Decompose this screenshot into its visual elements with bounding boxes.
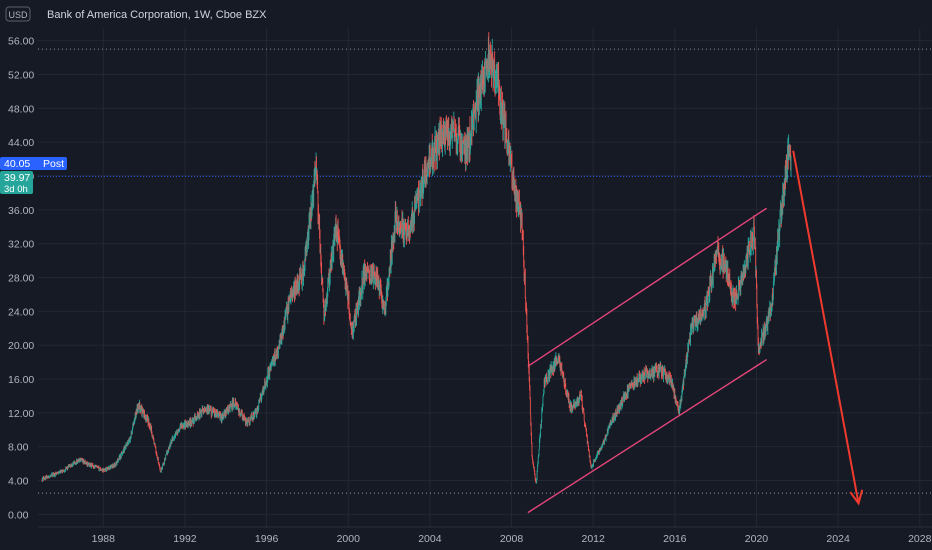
x-tick-label: 2016 — [663, 533, 687, 545]
forecast-arrow-head[interactable] — [849, 489, 864, 506]
y-tick-label: 32.00 — [8, 239, 34, 251]
channel-lower-trendline[interactable] — [527, 358, 768, 514]
post-price-label — [0, 157, 67, 170]
y-tick-label: 4.00 — [8, 475, 29, 487]
post-tag: Post — [43, 158, 64, 170]
reference-lines — [38, 48, 932, 494]
y-tick-label: 12.00 — [8, 408, 34, 420]
y-tick-label: 52.00 — [8, 70, 34, 82]
x-tick-label: 1992 — [173, 533, 197, 545]
y-tick-label: 56.00 — [8, 36, 34, 48]
y-tick-label: 44.00 — [8, 137, 34, 149]
y-tick-label: 48.00 — [8, 103, 34, 115]
drawings[interactable] — [527, 150, 864, 514]
currency-badge[interactable] — [5, 6, 31, 22]
currency-label: USD — [8, 10, 28, 20]
x-tick-label: 2020 — [745, 533, 769, 545]
x-tick-label: 2004 — [418, 533, 442, 545]
countdown-label: 3d 0h — [4, 184, 28, 195]
y-tick-label: 16.00 — [8, 374, 34, 386]
forecast-arrow-shaft[interactable] — [792, 150, 860, 504]
x-tick-label: 2024 — [826, 533, 850, 545]
last-price-label — [0, 171, 33, 194]
chart-title: Bank of America Corporation, 1W, Cboe BZ… — [47, 9, 267, 21]
y-tick-label: 36.00 — [8, 205, 34, 217]
y-tick-label: 24.00 — [8, 306, 34, 318]
x-tick-label: 1996 — [255, 533, 279, 545]
y-tick-label: 20.00 — [8, 340, 34, 352]
x-tick-label: 2000 — [337, 533, 361, 545]
post-price-value: 40.05 — [4, 158, 30, 170]
y-tick-label: 0.00 — [8, 509, 29, 521]
x-tick-label: 2028 — [908, 533, 932, 545]
x-tick-label: 2012 — [581, 533, 605, 545]
candles — [41, 32, 792, 484]
y-tick-label: 28.00 — [8, 273, 34, 285]
x-tick-label: 1988 — [92, 533, 116, 545]
x-tick-label: 2008 — [500, 533, 524, 545]
channel-upper-trendline[interactable] — [527, 207, 768, 367]
y-tick-label: 8.00 — [8, 442, 29, 454]
time-axis[interactable]: 1988 1992 1996 2000 2004 2008 2012 2016 2020 2024… — [92, 533, 932, 545]
last-price-value: 39.97 — [4, 172, 30, 184]
